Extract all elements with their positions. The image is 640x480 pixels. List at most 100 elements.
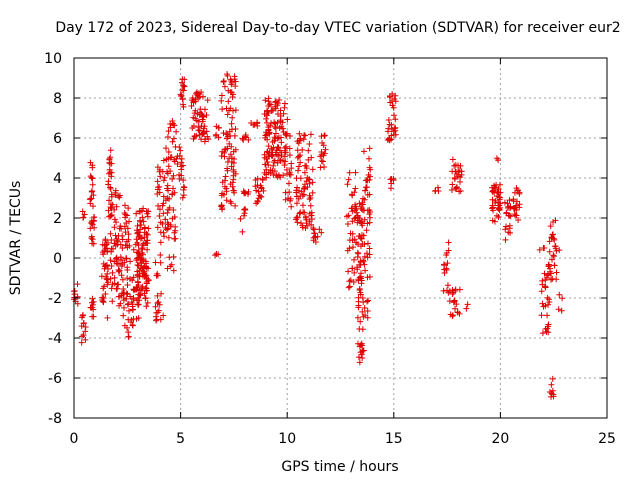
data-point (180, 82, 187, 89)
data-point (254, 182, 261, 189)
data-point (385, 116, 392, 123)
data-point (196, 111, 203, 118)
data-point (361, 216, 368, 223)
data-point (116, 267, 123, 274)
data-point (506, 197, 513, 204)
data-point (190, 123, 197, 130)
data-point (316, 226, 323, 233)
data-point (231, 76, 238, 83)
data-point (122, 202, 129, 209)
data-point (225, 87, 232, 94)
data-point (389, 91, 396, 98)
data-point (179, 96, 186, 103)
data-point (295, 163, 302, 170)
data-point (351, 236, 358, 243)
data-point (232, 83, 239, 90)
data-point (129, 306, 136, 313)
y-tick-label: 2 (53, 211, 62, 227)
data-point (143, 287, 150, 294)
data-point (489, 196, 496, 203)
data-point (164, 182, 171, 189)
data-point (130, 246, 137, 253)
data-point (160, 229, 167, 236)
data-point (392, 127, 399, 134)
data-point (74, 293, 81, 300)
data-point (259, 175, 266, 182)
data-point (220, 79, 227, 86)
data-point (295, 140, 302, 147)
data-point (144, 210, 151, 217)
data-point (109, 298, 116, 305)
data-point (192, 107, 199, 114)
data-point (288, 165, 295, 172)
data-point (99, 249, 106, 256)
data-point (443, 287, 450, 294)
data-point (136, 297, 143, 304)
data-point (153, 313, 160, 320)
data-point (78, 339, 85, 346)
data-point (159, 220, 166, 227)
data-point (489, 184, 496, 191)
data-point (539, 300, 546, 307)
data-point (212, 252, 219, 259)
data-point (550, 253, 557, 260)
y-tick-label: 0 (53, 251, 62, 267)
data-point (99, 298, 106, 305)
data-point (87, 196, 94, 203)
data-point (357, 341, 364, 348)
data-point (493, 212, 500, 219)
data-point (449, 181, 456, 188)
data-point (132, 286, 139, 293)
data-point (162, 145, 169, 152)
data-point (358, 340, 365, 347)
data-point (392, 92, 399, 99)
data-point (223, 197, 230, 204)
data-point (363, 250, 370, 257)
data-point (127, 293, 134, 300)
data-point (88, 195, 95, 202)
data-point (538, 312, 545, 319)
data-point (286, 189, 293, 196)
data-point (126, 242, 133, 249)
data-point (118, 225, 125, 232)
data-point (282, 158, 289, 165)
data-point (219, 190, 226, 197)
data-point (443, 249, 450, 256)
data-point (165, 149, 172, 156)
data-point (366, 211, 373, 218)
data-point (555, 306, 562, 313)
data-point (241, 189, 248, 196)
data-point (352, 185, 359, 192)
data-point (193, 132, 200, 139)
data-point (503, 210, 510, 217)
data-point (354, 266, 361, 273)
data-point (140, 205, 147, 212)
data-point (540, 244, 547, 251)
data-point (551, 262, 558, 269)
data-point (507, 213, 514, 220)
data-point (287, 195, 294, 202)
data-point (143, 303, 150, 310)
data-point (444, 260, 451, 267)
data-point (282, 149, 289, 156)
data-point (78, 323, 85, 330)
data-point (449, 290, 456, 297)
data-point (305, 156, 312, 163)
data-point (278, 123, 285, 130)
data-point (357, 275, 364, 282)
data-point (162, 216, 169, 223)
data-point (174, 161, 181, 168)
data-point (504, 200, 511, 207)
data-point (154, 178, 161, 185)
data-point (154, 190, 161, 197)
data-point (364, 298, 371, 305)
data-point (280, 172, 287, 179)
axis-ticks (73, 57, 608, 419)
data-point (300, 209, 307, 216)
data-point (245, 191, 252, 198)
data-point (345, 176, 352, 183)
data-point (243, 134, 250, 141)
data-point (282, 189, 289, 196)
data-point (347, 230, 354, 237)
data-point (343, 213, 350, 220)
